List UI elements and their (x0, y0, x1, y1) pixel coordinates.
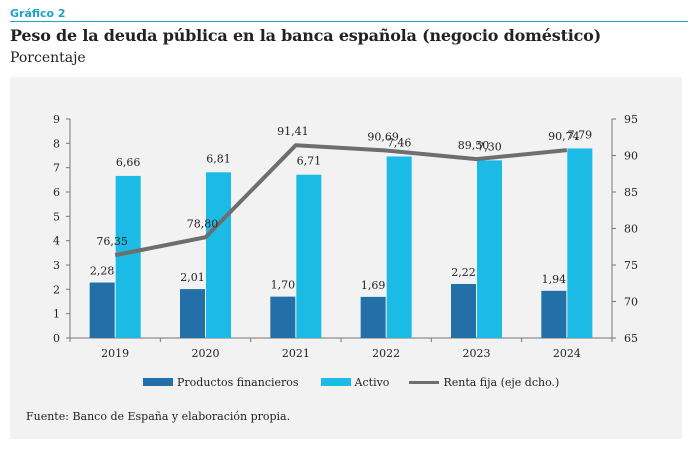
source-note: Fuente: Banco de España y elaboración pr… (26, 410, 291, 423)
bar-activo (296, 174, 322, 338)
y-right-tick-label: 85 (624, 186, 638, 199)
header-rule (10, 21, 688, 22)
data-label-activo: 6,71 (297, 155, 322, 168)
data-label-renta: 78,80 (187, 217, 219, 230)
bar-productos (89, 282, 115, 338)
y-left-tick-label: 4 (53, 235, 60, 248)
bar-activo (567, 148, 593, 338)
y-left-tick-label: 3 (53, 259, 60, 272)
legend-item-activo: Activo (320, 375, 390, 389)
y-left-tick-label: 6 (53, 186, 60, 199)
y-left-tick-label: 7 (53, 162, 60, 175)
bar-activo (477, 160, 502, 338)
data-label-activo: 6,66 (116, 156, 141, 169)
data-label-activo: 7,46 (387, 136, 412, 149)
bar-activo (386, 156, 412, 338)
bar-productos (180, 289, 205, 338)
legend-swatch-productos (143, 378, 173, 386)
data-label-renta: 89,50 (458, 139, 490, 152)
bar-productos (360, 296, 386, 338)
y-right-tick-label: 70 (624, 296, 638, 309)
y-left-tick-label: 0 (53, 332, 60, 345)
data-label-productos: 2,01 (180, 271, 205, 284)
bar-productos (541, 290, 567, 338)
data-label-activo: 7,30 (477, 140, 502, 153)
data-label-productos: 2,22 (451, 266, 476, 279)
y-left-tick-label: 8 (53, 137, 60, 150)
chart-number-label: Gráfico 2 (10, 7, 66, 20)
x-tick-label: 2021 (282, 347, 310, 360)
chart-title: Peso de la deuda pública en la banca esp… (10, 26, 602, 45)
bar-productos (451, 283, 476, 338)
legend-swatch-renta (409, 380, 440, 384)
legend-label-renta: Renta fija (eje dcho.) (443, 375, 560, 389)
legend-label-activo: Activo (354, 375, 390, 389)
data-label-productos: 2,28 (90, 265, 115, 278)
data-label-renta: 76,35 (96, 235, 128, 248)
y-left-tick-label: 2 (53, 283, 60, 296)
bar-productos (270, 296, 296, 338)
x-tick-label: 2022 (372, 347, 400, 360)
chart-subtitle: Porcentaje (10, 50, 86, 66)
bar-activo (206, 172, 231, 338)
y-right-tick-label: 90 (624, 150, 638, 163)
legend-label-productos: Productos financieros (177, 375, 299, 389)
y-left-tick-label: 5 (53, 210, 60, 223)
chart-legend: Productos financieros Activo Renta fija … (143, 374, 559, 390)
y-left-tick-label: 1 (53, 308, 60, 321)
x-tick-label: 2019 (101, 347, 129, 360)
line-renta-fija (114, 143, 568, 258)
bar-activo (115, 175, 141, 338)
data-label-renta: 90,69 (367, 130, 399, 143)
legend-swatch-activo (320, 378, 351, 386)
data-label-renta: 91,41 (277, 125, 309, 138)
data-label-productos: 1,70 (271, 279, 296, 292)
y-right-tick-label: 65 (624, 332, 638, 345)
data-label-productos: 1,69 (361, 279, 386, 292)
data-label-activo: 7,79 (568, 128, 593, 141)
y-right-tick-label: 95 (624, 113, 638, 126)
x-tick-label: 2020 (192, 347, 220, 360)
legend-item-renta: Renta fija (eje dcho.) (409, 376, 559, 389)
data-label-activo: 6,81 (206, 152, 231, 165)
y-right-tick-label: 80 (624, 223, 638, 236)
data-label-productos: 1,94 (542, 273, 567, 286)
y-left-tick-label: 9 (53, 113, 60, 126)
x-tick-label: 2024 (553, 347, 581, 360)
data-label-renta: 90,74 (548, 130, 580, 143)
legend-item-productos: Productos financieros (143, 376, 299, 389)
y-right-tick-label: 75 (624, 259, 638, 272)
x-tick-label: 2023 (463, 347, 491, 360)
